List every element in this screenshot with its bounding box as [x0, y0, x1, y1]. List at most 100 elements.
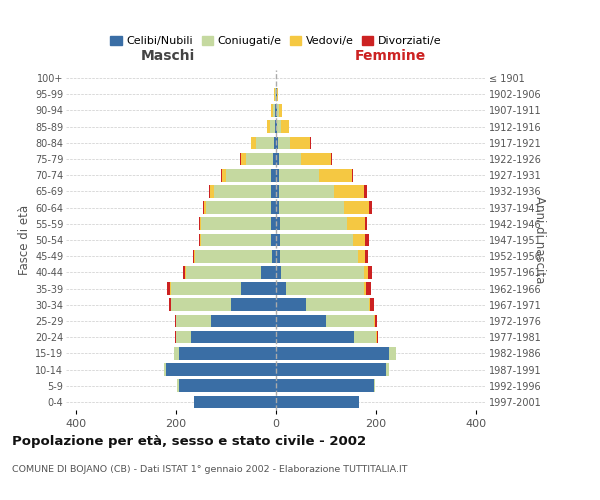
Bar [276, 218, 280, 230]
Bar [276, 331, 353, 344]
Y-axis label: Anni di nascita: Anni di nascita [533, 196, 546, 284]
Bar [166, 363, 276, 376]
Bar [241, 152, 245, 166]
Bar [199, 218, 201, 230]
Bar [277, 136, 290, 149]
Bar [367, 266, 371, 278]
Bar [211, 314, 276, 328]
Bar [358, 250, 365, 262]
Bar [276, 314, 326, 328]
Bar [276, 266, 281, 278]
Bar [271, 234, 276, 246]
Bar [226, 169, 271, 181]
Bar [334, 185, 364, 198]
Bar [365, 234, 369, 246]
Bar [176, 331, 191, 344]
Bar [191, 331, 276, 344]
Bar [278, 152, 301, 166]
Bar [271, 202, 276, 214]
Bar [241, 282, 276, 295]
Bar [173, 347, 179, 360]
Bar [276, 380, 373, 392]
Bar [306, 298, 368, 311]
Bar [276, 282, 286, 295]
Bar [276, 120, 277, 133]
Bar [199, 234, 200, 246]
Bar [276, 250, 280, 262]
Bar [222, 169, 226, 181]
Bar [256, 136, 274, 149]
Bar [271, 104, 272, 117]
Bar [277, 104, 279, 117]
Bar [276, 234, 280, 246]
Bar [277, 88, 278, 101]
Bar [231, 298, 276, 311]
Bar [373, 314, 374, 328]
Bar [353, 331, 376, 344]
Bar [221, 169, 222, 181]
Bar [276, 169, 279, 181]
Bar [279, 169, 319, 181]
Bar [364, 282, 366, 295]
Bar [201, 218, 271, 230]
Bar [177, 380, 179, 392]
Bar [251, 136, 256, 149]
Bar [179, 347, 276, 360]
Bar [364, 266, 367, 278]
Bar [331, 152, 332, 166]
Bar [163, 363, 166, 376]
Bar [368, 298, 370, 311]
Bar [277, 120, 281, 133]
Bar [179, 380, 276, 392]
Bar [170, 282, 171, 295]
Bar [271, 169, 276, 181]
Bar [169, 298, 170, 311]
Bar [171, 282, 241, 295]
Bar [185, 266, 186, 278]
Bar [271, 218, 276, 230]
Bar [261, 266, 276, 278]
Bar [276, 347, 389, 360]
Bar [279, 202, 344, 214]
Bar [276, 202, 279, 214]
Bar [365, 218, 367, 230]
Y-axis label: Fasce di età: Fasce di età [17, 205, 31, 275]
Bar [326, 314, 373, 328]
Bar [276, 298, 306, 311]
Bar [271, 185, 276, 198]
Bar [272, 104, 275, 117]
Bar [365, 250, 367, 262]
Bar [275, 120, 276, 133]
Bar [276, 363, 386, 376]
Text: COMUNE DI BOJANO (CB) - Dati ISTAT 1° gennaio 2002 - Elaborazione TUTTITALIA.IT: COMUNE DI BOJANO (CB) - Dati ISTAT 1° ge… [12, 465, 407, 474]
Bar [269, 120, 275, 133]
Bar [386, 363, 389, 376]
Bar [276, 136, 277, 149]
Bar [290, 136, 310, 149]
Bar [275, 104, 276, 117]
Bar [279, 104, 281, 117]
Bar [273, 152, 276, 166]
Bar [389, 347, 396, 360]
Legend: Celibi/Nubili, Coniugati/e, Vedovi/e, Divorziati/e: Celibi/Nubili, Coniugati/e, Vedovi/e, Di… [106, 32, 446, 50]
Bar [186, 266, 261, 278]
Bar [272, 250, 276, 262]
Text: Maschi: Maschi [141, 48, 195, 62]
Bar [176, 314, 211, 328]
Bar [369, 202, 371, 214]
Bar [286, 282, 364, 295]
Bar [281, 120, 289, 133]
Text: Femmine: Femmine [355, 48, 425, 62]
Bar [370, 298, 374, 311]
Bar [200, 234, 201, 246]
Bar [175, 314, 176, 328]
Bar [364, 185, 367, 198]
Bar [167, 282, 170, 295]
Bar [281, 266, 364, 278]
Bar [319, 169, 352, 181]
Bar [280, 218, 347, 230]
Bar [210, 185, 214, 198]
Bar [301, 152, 331, 166]
Bar [214, 185, 271, 198]
Bar [194, 250, 272, 262]
